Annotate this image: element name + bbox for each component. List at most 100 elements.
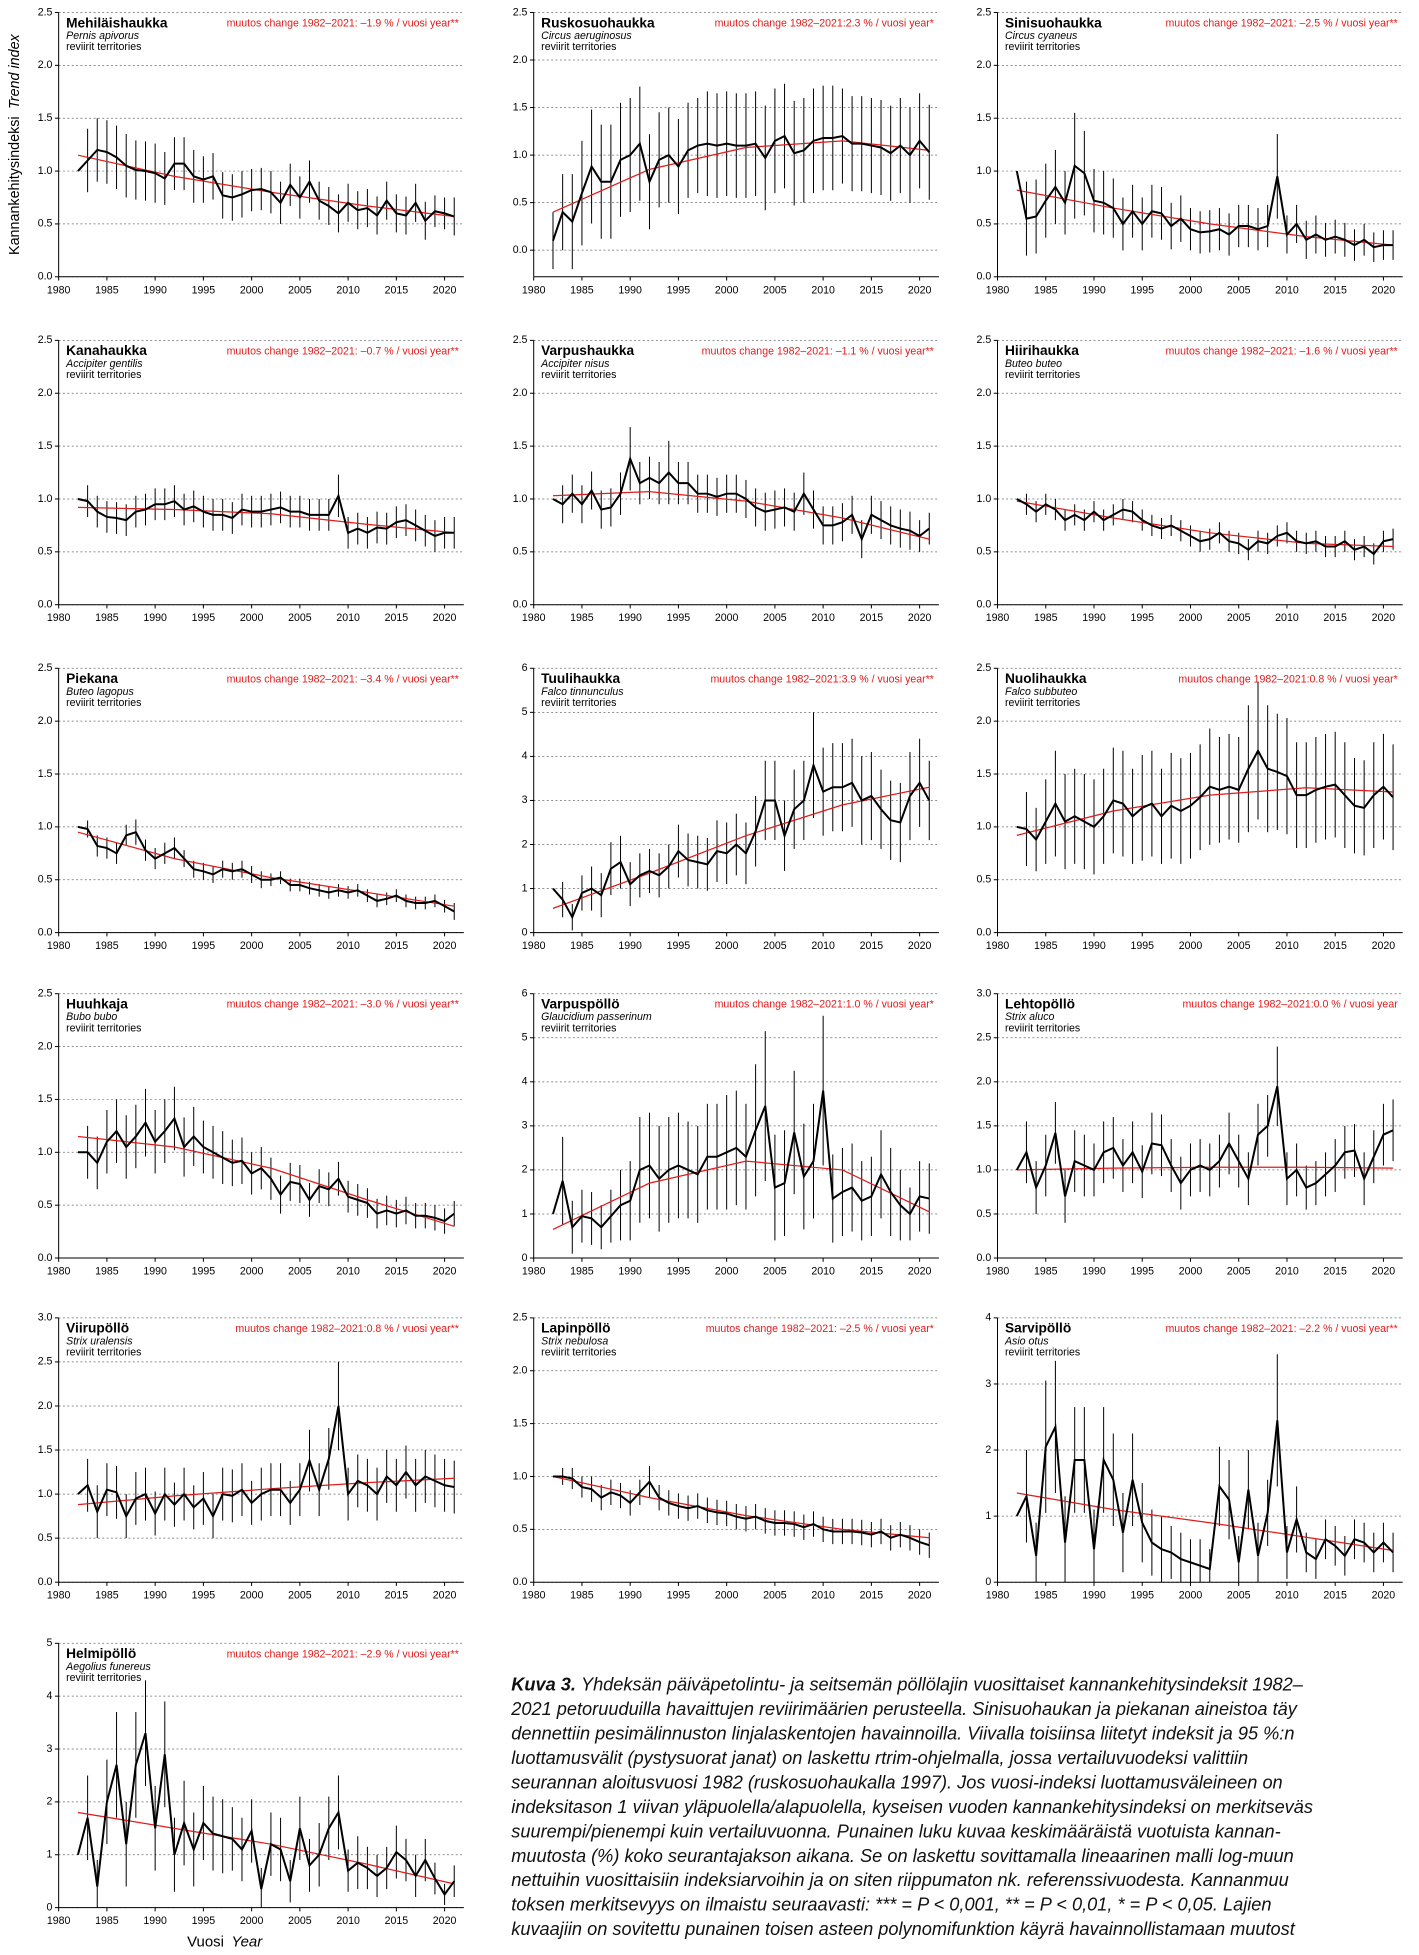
x-tick-label: 2005 (288, 612, 312, 624)
panel: 0.0 0.5 1.0 1.5 2.0 2.5 3.0 1980 1985 1990 1995 200… (977, 988, 1403, 1278)
panel-title: Ruskosuohaukka (541, 15, 655, 30)
x-tick-label: 2015 (385, 1590, 409, 1602)
y-tick-label: 5 (522, 1032, 528, 1044)
y-tick-label: 1.5 (977, 440, 992, 452)
x-tick-label: 1980 (47, 612, 71, 624)
panel-title: Mehiläishaukka (66, 15, 168, 30)
change-label: muutos change 1982–2021: –1.6 % / vuosi … (1165, 345, 1397, 357)
x-tick-label: 2005 (1227, 1590, 1251, 1602)
trend-line (1016, 189, 1394, 246)
change-label: muutos change 1982–2021: –2.5 % / vuosi … (706, 1323, 934, 1335)
y-tick-label: 0.0 (513, 1576, 528, 1588)
change-label: muutos change 1982–2021: –1.1 % / vuosi … (702, 345, 934, 357)
index-line (77, 1116, 455, 1223)
y-tick-label: 2.0 (38, 715, 53, 727)
species-name: Glaucidium passerinum (541, 1011, 652, 1023)
trend-line (77, 831, 455, 907)
x-tick-label: 2005 (1227, 1266, 1251, 1278)
y-tick-label: 2.0 (977, 1076, 992, 1088)
x-tick-label: 2005 (288, 284, 312, 296)
index-line (77, 825, 455, 913)
x-tick-label: 2020 (433, 940, 457, 952)
change-label: muutos change 1982–2021:2.3 % / vuosi ye… (715, 17, 934, 29)
caption-line: 2021 petoruuduilla havaittujen reviirimä… (510, 1699, 1299, 1719)
index-line (552, 134, 931, 241)
trend-line (552, 786, 930, 909)
caption: Kuva 3. Yhdeksän päiväpetolintu- ja seits… (510, 1675, 1313, 1939)
x-tick-label: 1980 (522, 1266, 546, 1278)
x-tick-label: 2015 (860, 940, 884, 952)
panel: 0.0 0.5 1.0 1.5 2.0 2.5 1980 1985 1990 1995 2000 20… (977, 334, 1403, 624)
index-line (77, 148, 455, 223)
y-tick-label: 1.5 (38, 1444, 53, 1456)
x-tick-label: 2015 (860, 612, 884, 624)
x-tick-label: 1980 (986, 1266, 1010, 1278)
plot-marks (77, 118, 455, 240)
y-tick-label: 1.0 (513, 493, 528, 505)
change-label: muutos change 1982–2021:0.0 % / vuosi ye… (1182, 999, 1398, 1011)
x-tick-label: 2000 (715, 612, 739, 624)
plot-marks (552, 427, 930, 559)
x-tick-label: 1980 (47, 1915, 71, 1927)
panel-note: reviirit territories (1005, 697, 1080, 709)
y-tick-label: 2.0 (513, 54, 528, 66)
x-tick-label: 2015 (1323, 284, 1347, 296)
panel-note: reviirit territories (1005, 41, 1080, 53)
x-tick-label: 1990 (143, 1266, 167, 1278)
x-tick-label: 1985 (570, 612, 594, 624)
y-tick-label: 0.0 (977, 271, 992, 283)
x-tick-label: 2015 (385, 940, 409, 952)
panel-title: Lehtopöllö (1005, 997, 1075, 1012)
plot-marks (77, 1086, 455, 1234)
x-tick-label: 1995 (667, 1590, 691, 1602)
panel-title: Kanahaukka (66, 343, 147, 358)
x-tick-label: 1985 (1034, 940, 1058, 952)
caption-line: indeksitason 1 viivan yläpuolella/alapuo… (511, 1797, 1313, 1817)
y-tick-label: 2.5 (977, 662, 992, 674)
y-tick-label: 0.5 (513, 1523, 528, 1535)
y-tick-label: 0 (522, 926, 528, 938)
x-tick-label: 2000 (1179, 612, 1203, 624)
y-tick-label: 0.5 (977, 874, 992, 886)
y-tick-label: 0.5 (977, 546, 992, 558)
x-axis-label: Vuosi Year (187, 1933, 263, 1950)
x-tick-label: 2015 (385, 612, 409, 624)
caption-text: luottamusvälit (pystysuorat janat) on la… (511, 1748, 1248, 1768)
y-tick-label: 3 (985, 1378, 991, 1390)
x-tick-label: 2020 (1372, 1266, 1396, 1278)
x-tick-label: 1995 (1130, 1590, 1154, 1602)
y-tick-label: 1.0 (38, 1488, 53, 1500)
species-name: Aegolius funereus (65, 1661, 151, 1673)
panel-note: reviirit territories (66, 1347, 141, 1359)
change-label: muutos change 1982–2021:0.8 % / vuosi ye… (1178, 673, 1397, 685)
index-line (552, 455, 930, 542)
y-tick-label: 3 (522, 794, 528, 806)
caption-line: luottamusvälit (pystysuorat janat) on la… (511, 1748, 1248, 1768)
index-line (1016, 748, 1394, 842)
x-tick-label: 2010 (1275, 1266, 1299, 1278)
x-tick-label: 2010 (1275, 1590, 1299, 1602)
x-tick-label: 2015 (1323, 940, 1347, 952)
x-tick-label: 1980 (522, 612, 546, 624)
y-tick-label: 0.0 (38, 1576, 53, 1588)
y-tick-label: 2.5 (38, 334, 53, 346)
species-name: Strix aluco (1005, 1011, 1055, 1023)
panel-note: reviirit territories (541, 697, 616, 709)
panel: 0.0 0.5 1.0 1.5 2.0 2.5 1980 1985 1990 1995 2000 20… (513, 6, 939, 296)
x-tick-label: 1980 (986, 284, 1010, 296)
species-name: Accipiter nisus (540, 358, 610, 370)
x-tick-label: 1990 (1082, 612, 1106, 624)
caption-line: Kuva 3. Yhdeksän päiväpetolintu- ja seits… (511, 1675, 1303, 1695)
caption-text: kuvaajiin on sovitettu punainen toisen a… (511, 1919, 1296, 1939)
index-line (552, 1475, 930, 1547)
x-tick-label: 2010 (811, 284, 835, 296)
panel: 0.0 0.5 1.0 1.5 2.0 2.5 1980 1985 1990 1995 2000 20… (977, 662, 1403, 952)
x-tick-label: 1985 (1034, 1266, 1058, 1278)
plot-marks (76, 1680, 456, 1908)
species-name: Buteo lagopus (66, 686, 134, 698)
panel-title: Huuhkaja (66, 997, 128, 1012)
caption-text: nettuihin vuosittaisiin indeksiarvoihin … (511, 1870, 1288, 1890)
panel-note: reviirit territories (541, 369, 616, 381)
plot-marks (1016, 682, 1394, 875)
